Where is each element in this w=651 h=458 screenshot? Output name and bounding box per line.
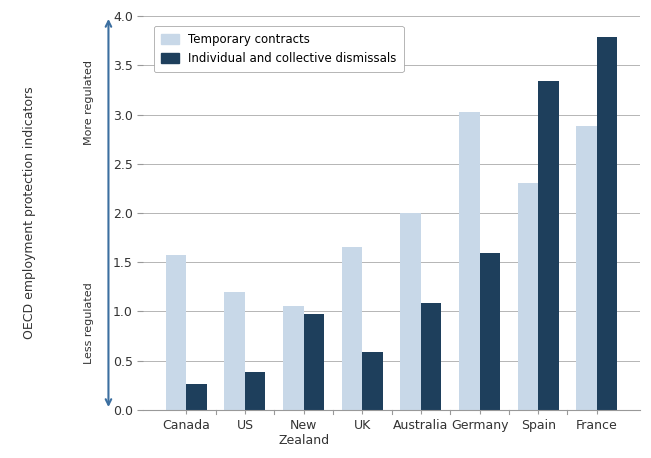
Bar bbox=[283, 305, 303, 410]
Bar bbox=[538, 81, 559, 410]
Y-axis label: OECD employment protection indicators: OECD employment protection indicators bbox=[23, 87, 36, 339]
Bar bbox=[597, 37, 617, 410]
Bar bbox=[576, 126, 597, 410]
Bar bbox=[421, 303, 441, 410]
Legend: Temporary contracts, Individual and collective dismissals: Temporary contracts, Individual and coll… bbox=[154, 26, 404, 72]
Text: More regulated: More regulated bbox=[83, 60, 94, 145]
Bar bbox=[362, 352, 383, 410]
Bar bbox=[303, 314, 324, 410]
Text: Less regulated: Less regulated bbox=[83, 283, 94, 364]
Bar bbox=[186, 384, 207, 410]
Bar bbox=[245, 372, 266, 410]
Bar bbox=[518, 184, 538, 410]
Bar bbox=[480, 253, 500, 410]
Bar bbox=[400, 213, 421, 410]
Bar bbox=[225, 292, 245, 410]
Bar bbox=[342, 247, 362, 410]
Bar bbox=[459, 112, 480, 410]
Bar bbox=[166, 255, 186, 410]
